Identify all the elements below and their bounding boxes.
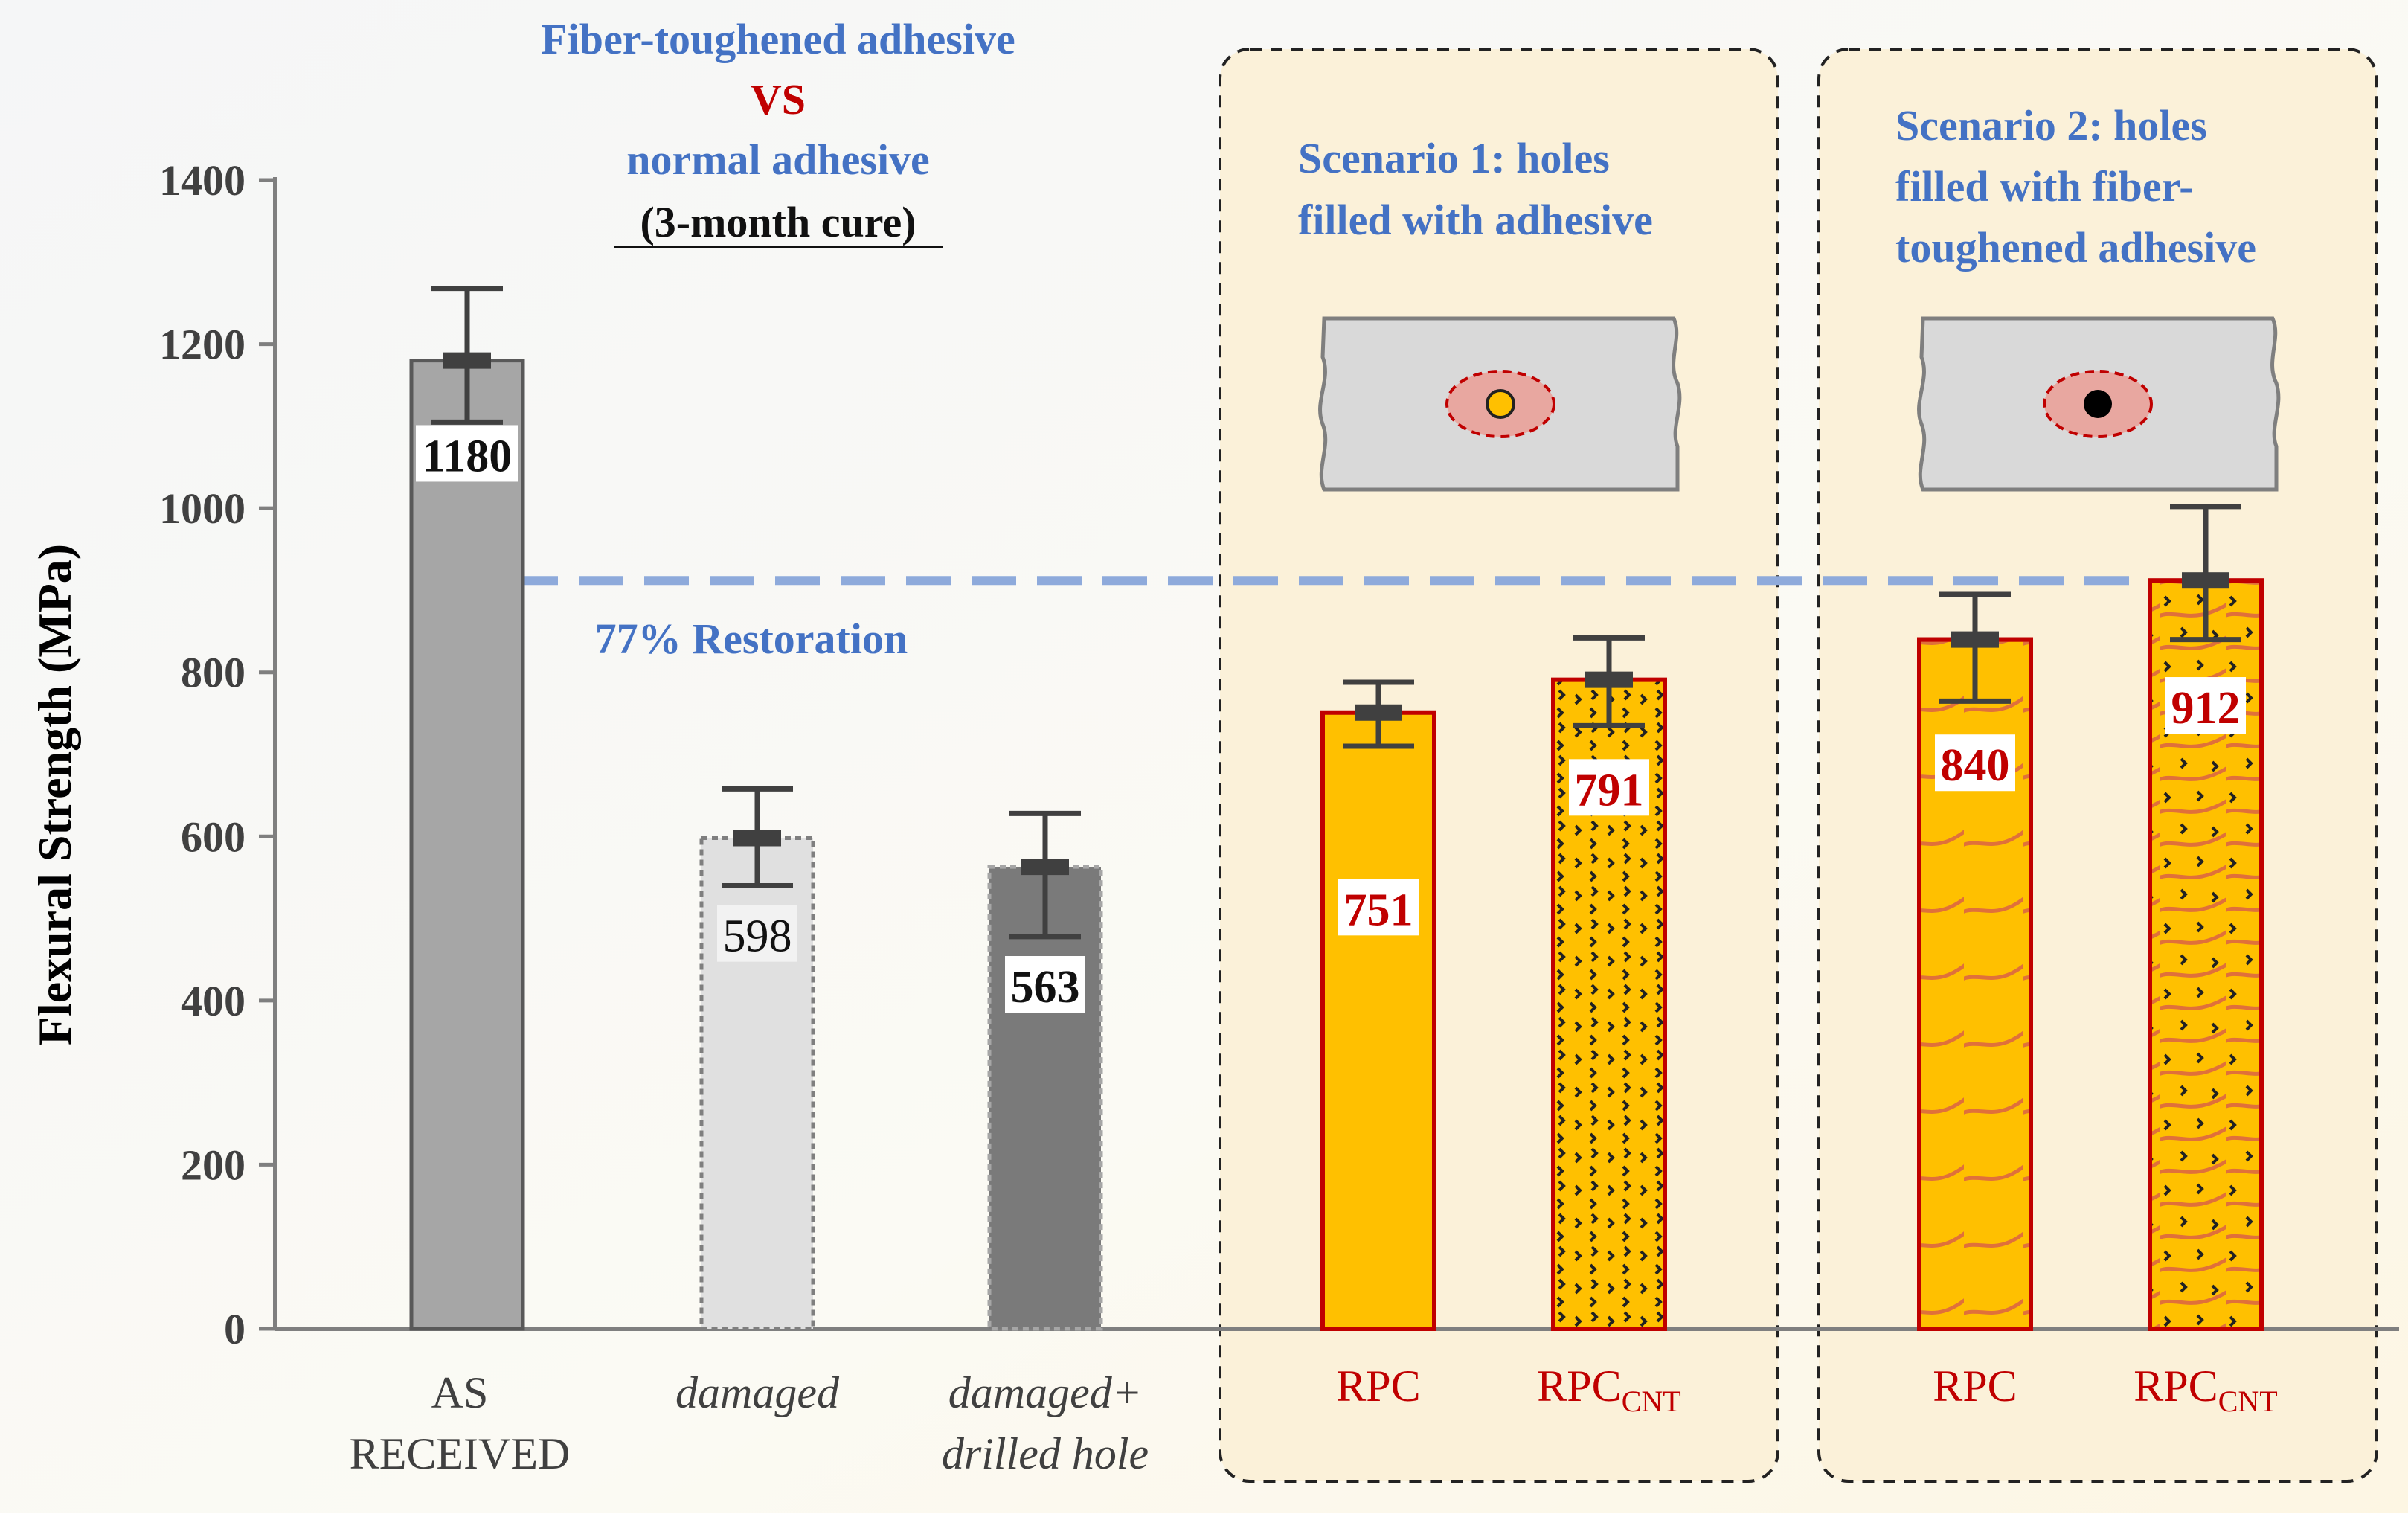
bar-damaged-drilled [987, 865, 1103, 1331]
x-tick-label: damaged [675, 1368, 840, 1417]
value-label-background [1005, 956, 1085, 1013]
value-label: 751 [1344, 885, 1413, 935]
value-label: 840 [1941, 740, 2010, 791]
y-tick-label: 0 [224, 1305, 245, 1353]
value-label-background [416, 425, 518, 482]
error-bar [1939, 591, 2011, 704]
y-axis-label: Flexural Strength (MPa) [28, 544, 81, 1045]
y-tick-label: 1400 [159, 156, 245, 205]
x-tick-label: RECEIVED [350, 1429, 571, 1478]
value-label: 1180 [423, 431, 513, 481]
value-label: 791 [1575, 765, 1644, 815]
error-bar [431, 286, 503, 425]
value-label-background [1935, 734, 2015, 792]
value-label-background [717, 905, 797, 962]
title-vs: VS [751, 75, 806, 124]
value-label-background [2165, 677, 2246, 734]
specimen-illustration-scenario2 [1917, 316, 2281, 492]
value-label-background [1569, 759, 1649, 816]
error-bars-group [431, 286, 2241, 940]
error-bar [1009, 810, 1081, 940]
error-bar [1573, 635, 1645, 728]
x-tick-label: RPCCNT [1537, 1362, 1680, 1418]
value-label: 912 [2171, 683, 2241, 734]
fiber-adhesive-filled-hole-icon [2084, 390, 2112, 418]
y-tick-label: 400 [181, 977, 245, 1025]
value-label-background [1338, 879, 1419, 936]
scenario2-line3: toughened adhesive [1895, 223, 2256, 272]
x-tick-label: RPC [1336, 1362, 1420, 1411]
y-tick-label: 1200 [159, 321, 245, 369]
scenario1-line1: Scenario 1: holes [1298, 134, 1610, 182]
y-tick-label: 800 [181, 649, 245, 697]
scenario1-line2: filled with adhesive [1298, 196, 1653, 244]
x-tick-label: damaged+ [948, 1368, 1142, 1417]
specimen-illustration-scenario1 [1318, 316, 1682, 492]
value-label: 598 [723, 911, 792, 962]
restoration-label: 77% Restoration [595, 615, 908, 663]
x-tick-label: drilled hole [942, 1429, 1149, 1478]
error-bar [2170, 504, 2241, 643]
adhesive-filled-hole-icon [1486, 389, 1515, 419]
error-bar [722, 786, 793, 888]
y-tick-label: 1000 [159, 484, 245, 533]
value-label: 563 [1011, 962, 1080, 1013]
error-bar [1343, 679, 1414, 749]
title-line1: Fiber-toughened adhesive [541, 15, 1015, 63]
bar-as-received [409, 359, 525, 1331]
scenario2-line1: Scenario 2: holes [1895, 101, 2207, 150]
x-tick-label: RPC [1933, 1362, 2017, 1411]
title-line4: (3-month cure) [640, 198, 916, 246]
scenario2-line2: filled with fiber- [1895, 162, 2194, 211]
value-labels-group: 1180 598 563 751 791 840 912 [416, 425, 2246, 1013]
title-line3: normal adhesive [626, 135, 930, 184]
y-tick-label: 600 [181, 812, 245, 861]
y-tick-label: 200 [181, 1141, 245, 1189]
bar-s1-rpc [1320, 710, 1436, 1331]
x-tick-label: AS [431, 1368, 489, 1417]
scenario1-panel [1219, 48, 1779, 1483]
x-labels-group: AS RECEIVED damaged damaged+ drilled hole RPC… [350, 1362, 2278, 1478]
x-tick-label: RPCCNT [2134, 1362, 2277, 1418]
